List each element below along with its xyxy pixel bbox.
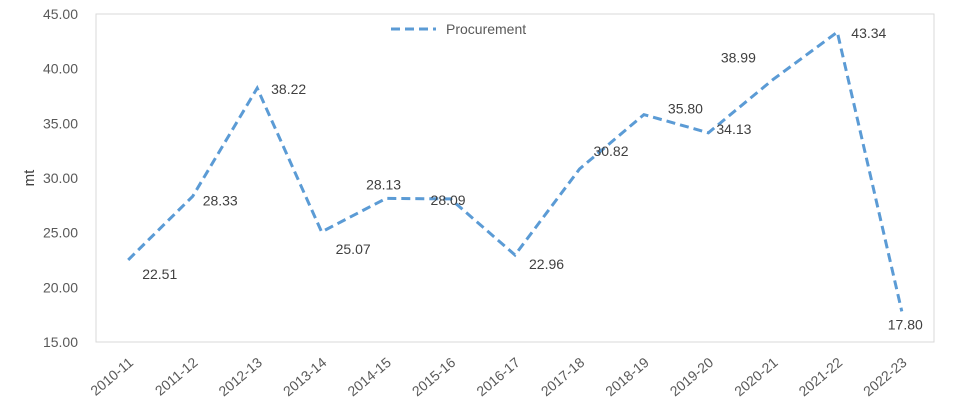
data-label: 25.07 bbox=[336, 241, 371, 257]
data-labels: 22.51 28.33 38.22 25.07 28.13 28.09 22.96 30.82… bbox=[142, 25, 923, 332]
data-label: 38.99 bbox=[721, 50, 756, 66]
y-tick-label: 40.00 bbox=[43, 61, 78, 77]
series-procurement bbox=[127, 29, 904, 312]
x-tick-label: 2014-15 bbox=[344, 354, 394, 399]
x-tick-label: 2016-17 bbox=[473, 354, 523, 399]
legend-entry-procurement: Procurement bbox=[446, 21, 526, 37]
data-label: 22.51 bbox=[142, 266, 177, 282]
x-tick-label: 2018-19 bbox=[602, 354, 652, 399]
y-axis-ticks: 15.00 20.00 25.00 30.00 35.00 40.00 45.00 bbox=[43, 6, 78, 350]
y-axis-label: mt bbox=[21, 169, 38, 186]
data-label: 17.80 bbox=[888, 316, 923, 332]
x-tick-label: 2022-23 bbox=[860, 354, 910, 399]
x-tick-label: 2011-12 bbox=[152, 354, 201, 399]
x-tick-label: 2012-13 bbox=[215, 354, 265, 399]
y-tick-label: 30.00 bbox=[43, 170, 78, 186]
x-tick-label: 2010-11 bbox=[87, 354, 136, 399]
x-tick-label: 2020-21 bbox=[731, 354, 781, 399]
data-label: 28.33 bbox=[203, 192, 238, 208]
y-tick-label: 35.00 bbox=[43, 115, 78, 131]
x-tick-label: 2013-14 bbox=[280, 354, 330, 399]
y-tick-label: 45.00 bbox=[43, 6, 78, 22]
y-tick-label: 15.00 bbox=[43, 334, 78, 350]
series-line-procurement bbox=[127, 29, 904, 312]
plot-area-border bbox=[95, 13, 935, 343]
data-label: 38.22 bbox=[271, 81, 306, 97]
data-label: 34.13 bbox=[716, 121, 751, 137]
data-label: 28.13 bbox=[366, 176, 401, 192]
data-label: 30.82 bbox=[593, 143, 628, 159]
y-tick-label: 25.00 bbox=[43, 225, 78, 241]
y-tick-label: 20.00 bbox=[43, 279, 78, 295]
data-label: 28.09 bbox=[431, 192, 466, 208]
x-tick-label: 2015-16 bbox=[409, 354, 459, 399]
x-tick-label: 2021-22 bbox=[796, 354, 846, 399]
legend: Procurement bbox=[391, 21, 526, 37]
data-label: 35.80 bbox=[668, 101, 703, 117]
data-label: 43.34 bbox=[851, 25, 886, 41]
data-label: 22.96 bbox=[529, 256, 564, 272]
x-tick-label: 2017-18 bbox=[538, 354, 588, 399]
x-tick-label: 2019-20 bbox=[667, 354, 717, 399]
x-axis-ticks: 2010-11 2011-12 2012-13 2013-14 2014-15 2015-… bbox=[87, 354, 910, 399]
